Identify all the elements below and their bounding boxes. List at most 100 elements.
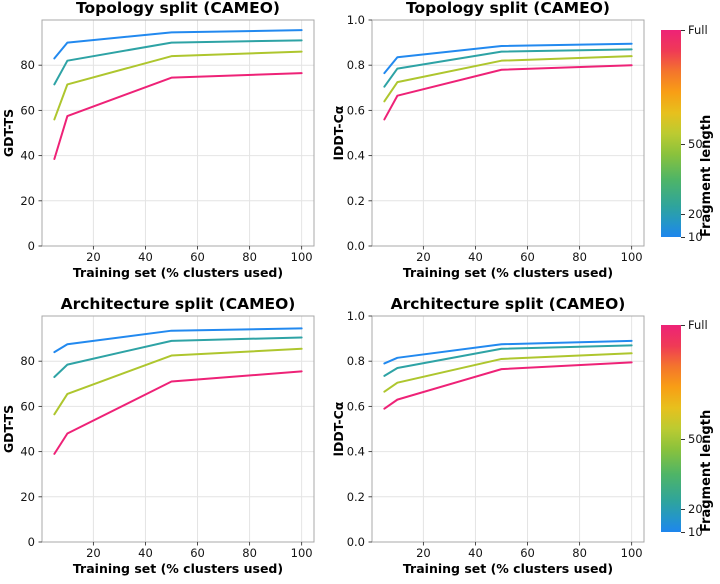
colorbar-tick-mark xyxy=(681,509,685,511)
colorbar-axis-label: Fragment length xyxy=(699,409,714,532)
x-tick-label: 20 xyxy=(416,250,431,264)
y-tick-label: 80 xyxy=(20,58,35,72)
colorbar-gradient xyxy=(661,325,681,532)
colorbar-tick-label: 10 xyxy=(688,525,703,539)
y-tick-label: 0.8 xyxy=(347,58,365,72)
y-tick-label: 80 xyxy=(20,354,35,368)
y-tick-label: 0.2 xyxy=(347,194,365,208)
plot-title: Architecture split (CAMEO) xyxy=(61,295,296,313)
colorbar-tick-mark xyxy=(681,143,685,145)
x-tick-label: 80 xyxy=(572,250,587,264)
x-axis-label: Training set (% clusters used) xyxy=(403,265,613,280)
plot-border xyxy=(41,315,315,543)
colorbar-fragment-length-bottom: Full 50 20 10 Fragment length xyxy=(652,317,720,557)
y-tick-label: 0.4 xyxy=(347,149,365,163)
colorbar-tick-label: 10 xyxy=(688,230,703,244)
y-tick-label: 0 xyxy=(28,239,35,253)
x-tick-label: 40 xyxy=(138,546,153,560)
colorbar-tick-mark xyxy=(681,30,685,31)
x-axis-label: Training set (% clusters used) xyxy=(403,561,613,576)
plot-title: Topology split (CAMEO) xyxy=(406,0,610,17)
series-line-10 xyxy=(53,327,303,354)
series-line-10 xyxy=(383,339,633,365)
y-tick-label: 60 xyxy=(20,103,35,117)
y-tick-label: 1.0 xyxy=(347,13,365,27)
y-tick-label: 0.2 xyxy=(347,490,365,504)
y-axis-label: GDT-TS xyxy=(1,109,16,157)
x-tick-label: 60 xyxy=(520,546,535,560)
x-tick-label: 40 xyxy=(468,546,483,560)
series-line-20 xyxy=(383,48,633,88)
x-tick-label: 80 xyxy=(242,250,257,264)
plot-title: Topology split (CAMEO) xyxy=(76,0,280,17)
plot-title: Architecture split (CAMEO) xyxy=(391,295,626,313)
chart-topology-lddt: 20 40 60 80 100 0.0 0.2 0.4 0.6 0.8 1.0 Training se… xyxy=(331,0,645,280)
colorbar-tick-mark xyxy=(681,237,685,238)
y-tick-label: 0.0 xyxy=(347,535,365,549)
y-tick-label: 20 xyxy=(20,194,35,208)
series-line-full xyxy=(53,370,303,455)
colorbar-tick-label: 50 xyxy=(688,136,703,151)
series-line-full xyxy=(383,64,633,121)
series-line-full xyxy=(53,72,303,160)
x-tick-label: 60 xyxy=(520,250,535,264)
series-line-20 xyxy=(383,344,633,377)
y-tick-label: 0.8 xyxy=(347,354,365,368)
y-axis-label: lDDT-Cα xyxy=(331,105,346,160)
series-line-10 xyxy=(383,42,633,75)
x-tick-label: 60 xyxy=(190,250,205,264)
series-line-full xyxy=(383,361,633,410)
colorbar-tick-mark xyxy=(681,325,685,326)
y-tick-label: 1.0 xyxy=(347,309,365,323)
colorbar-tick-label: Full xyxy=(688,23,708,37)
series-line-50 xyxy=(383,352,633,393)
plot-border xyxy=(371,315,645,543)
x-tick-label: 80 xyxy=(572,546,587,560)
colorbar-axis-label: Fragment length xyxy=(699,114,714,237)
y-axis-label: lDDT-Cα xyxy=(331,401,346,456)
y-tick-label: 40 xyxy=(20,149,35,163)
colorbar-tick-mark xyxy=(681,214,685,216)
x-tick-label: 20 xyxy=(416,546,431,560)
colorbar-tick-mark xyxy=(681,532,685,533)
y-tick-label: 0.0 xyxy=(347,239,365,253)
x-tick-label: 100 xyxy=(291,250,313,264)
y-tick-label: 0.4 xyxy=(347,445,365,459)
y-tick-label: 60 xyxy=(20,399,35,413)
x-tick-label: 80 xyxy=(242,546,257,560)
x-tick-label: 60 xyxy=(190,546,205,560)
x-axis-label: Training set (% clusters used) xyxy=(73,265,283,280)
series-line-10 xyxy=(53,29,303,60)
x-tick-label: 100 xyxy=(621,546,643,560)
y-tick-label: 0.6 xyxy=(347,399,365,413)
series-line-20 xyxy=(53,39,303,86)
colorbar-fragment-length-top: Full 50 20 10 Fragment length xyxy=(652,22,720,262)
colorbar-tick-mark xyxy=(681,438,685,440)
y-tick-label: 20 xyxy=(20,490,35,504)
series-line-50 xyxy=(53,347,303,416)
x-tick-label: 100 xyxy=(291,546,313,560)
y-tick-label: 0 xyxy=(28,535,35,549)
x-tick-label: 20 xyxy=(86,250,101,264)
x-tick-label: 40 xyxy=(468,250,483,264)
x-tick-label: 20 xyxy=(86,546,101,560)
colorbar-gradient xyxy=(661,30,681,237)
series-line-50 xyxy=(383,55,633,103)
y-axis-label: GDT-TS xyxy=(1,405,16,453)
series-line-20 xyxy=(53,336,303,379)
y-tick-label: 40 xyxy=(20,445,35,459)
plot-border xyxy=(41,19,315,247)
x-tick-label: 100 xyxy=(621,250,643,264)
x-axis-label: Training set (% clusters used) xyxy=(73,561,283,576)
colorbar-tick-label: 20 xyxy=(688,502,703,517)
x-tick-label: 40 xyxy=(138,250,153,264)
colorbar-tick-label: 20 xyxy=(688,207,703,222)
y-tick-label: 0.6 xyxy=(347,103,365,117)
plot-border xyxy=(371,19,645,247)
colorbar-tick-label: Full xyxy=(688,318,708,332)
colorbar-tick-label: 50 xyxy=(688,431,703,446)
series-line-50 xyxy=(53,50,303,121)
